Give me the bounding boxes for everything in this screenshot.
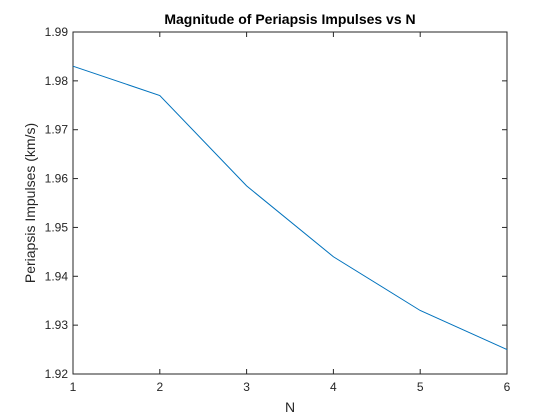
y-tick-label: 1.98: [45, 74, 69, 88]
x-tick-label: 4: [330, 380, 337, 394]
y-axis-ticks: 1.92 1.93 1.94 1.95 1.96 1.97 1.98 1.99: [45, 25, 507, 381]
x-tick-label: 1: [70, 380, 77, 394]
y-axis-label: Periapsis Impulses (km/s): [22, 123, 38, 283]
y-tick-label: 1.99: [45, 25, 69, 39]
y-tick-label: 1.94: [45, 269, 69, 283]
y-tick-label: 1.92: [45, 367, 69, 381]
y-tick-label: 1.95: [45, 220, 69, 234]
series-group: [72, 65, 508, 351]
x-axis-ticks: 1 2 3 4 5 6: [70, 32, 511, 394]
y-tick-label: 1.96: [45, 172, 69, 186]
y-tick-label: 1.97: [45, 123, 69, 137]
x-axis-label: N: [285, 399, 295, 415]
x-tick-label: 2: [156, 380, 163, 394]
x-tick-label: 5: [417, 380, 424, 394]
x-tick-label: 3: [243, 380, 250, 394]
plot-area: [72, 31, 508, 375]
series-line: [72, 65, 508, 351]
y-tick-label: 1.93: [45, 318, 69, 332]
x-tick-label: 6: [504, 380, 511, 394]
chart-title: Magnitude of Periapsis Impulses vs N: [164, 11, 415, 27]
